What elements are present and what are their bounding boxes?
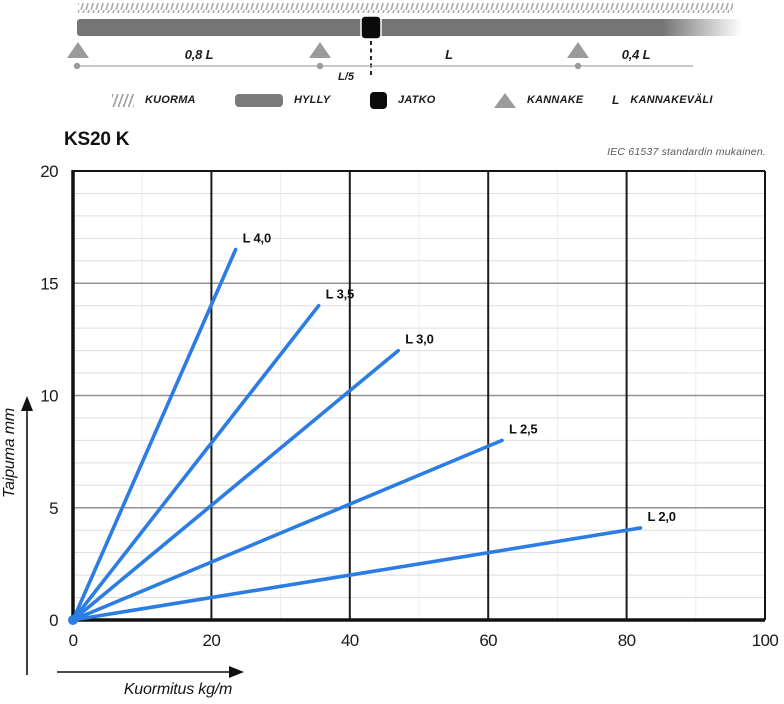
- x-axis-arrowhead-icon: [229, 666, 244, 678]
- y-tick-label: 15: [40, 274, 58, 293]
- tick-labels: 0 20 40 60 80 100 0 5 10 15 20: [40, 162, 779, 650]
- joint-offset-label: L/5: [338, 71, 355, 83]
- y-tick-label: 10: [40, 387, 58, 406]
- x-tick-label: 100: [752, 631, 779, 650]
- legend-label: KANNAKEVÄLI: [630, 94, 713, 106]
- page-title: KS20 K: [64, 129, 130, 150]
- dimension-dot: [574, 62, 582, 70]
- series-label: L 3,0: [405, 332, 433, 347]
- series-line-l-3-0: [71, 348, 401, 622]
- support-spacing-schematic: 0,8 L L 0,4 L L/5: [67, 3, 742, 83]
- series-line-l-2-0: [71, 526, 643, 622]
- schematic-legend: KUORMA HYLLY JATKO KANNAKE L KANNAKEVÄLI: [0, 88, 784, 112]
- x-tick-label: 80: [618, 631, 636, 650]
- origin-point: [68, 615, 78, 625]
- x-tick-label: 20: [203, 631, 221, 650]
- spacing-letter-icon: L: [612, 93, 620, 107]
- series-line-l-3-5: [71, 303, 321, 622]
- y-tick-label: 20: [40, 162, 58, 181]
- span3-label: 0,4 L: [622, 47, 651, 62]
- x-tick-label: 60: [479, 631, 497, 650]
- standard-note: IEC 61537 standardin mukainen.: [607, 146, 766, 158]
- dimension-dot: [73, 62, 81, 70]
- legend-item-load: KUORMA: [112, 88, 196, 112]
- legend-label: JATKO: [398, 94, 436, 106]
- support-triangle: [67, 42, 89, 58]
- support-triangle: [309, 42, 331, 58]
- series-label: L 3,5: [326, 287, 354, 302]
- support-triangle: [567, 42, 589, 58]
- legend-item-spacing: L KANNAKEVÄLI: [612, 88, 713, 112]
- series-line-l-2-5: [71, 438, 504, 622]
- series-label: L 4,0: [243, 231, 271, 246]
- dimension-dot: [316, 62, 324, 70]
- shelf-bar: [77, 19, 742, 36]
- load-hatch-strip: [78, 3, 733, 13]
- plot-frame: [71, 170, 766, 622]
- y-tick-label: 0: [49, 611, 58, 630]
- span1-label: 0,8 L: [185, 47, 214, 62]
- series-label: L 2,0: [647, 509, 675, 524]
- legend-label: HYLLY: [294, 94, 331, 106]
- legend-label: KANNAKE: [527, 94, 584, 106]
- series-label: L 2,5: [509, 421, 537, 436]
- span2-label: L: [445, 47, 453, 62]
- major-grid: [73, 171, 765, 620]
- support-triangle-icon: [494, 92, 516, 108]
- x-tick-label: 40: [341, 631, 359, 650]
- legend-label: KUORMA: [145, 94, 196, 106]
- x-tick-label: 0: [69, 631, 78, 650]
- y-axis-arrowhead-icon: [21, 396, 33, 411]
- y-tick-label: 5: [49, 499, 58, 518]
- shelf-bar-icon: [235, 93, 283, 107]
- legend-item-joint: JATKO: [370, 88, 435, 112]
- legend-item-shelf: HYLLY: [235, 88, 330, 112]
- series-lines: L 4,0 L 3,5 L 3,0 L 2,5 L 2,0: [68, 231, 676, 625]
- joint-square-icon: [370, 91, 387, 109]
- legend-item-support: KANNAKE: [494, 88, 583, 112]
- x-axis-label: Kuormitus kg/m: [124, 681, 232, 698]
- y-axis-label: Taipuma mm: [1, 408, 18, 498]
- joint-marker: [360, 15, 382, 40]
- deflection-chart: L 4,0 L 3,5 L 3,0 L 2,5 L 2,0 0 20 40 60 80 100 0 5…: [1, 162, 779, 698]
- series-line-l-4-0: [71, 247, 238, 622]
- load-hatch-icon: [112, 93, 134, 107]
